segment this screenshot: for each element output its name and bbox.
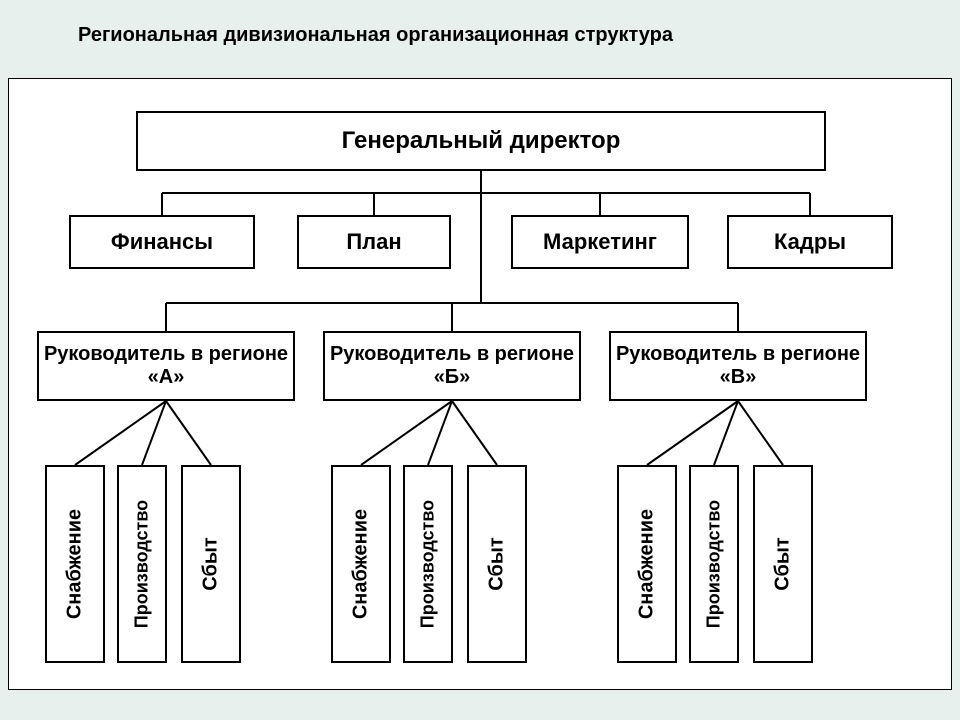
- node-b-sales: Сбыт: [467, 465, 527, 663]
- node-v-sales-label: Сбыт: [772, 537, 795, 590]
- node-a-prod-label: Производство: [132, 500, 153, 628]
- node-plan: План: [297, 215, 451, 269]
- node-v-supply-label: Снабжение: [636, 509, 659, 619]
- node-b-supply: Снабжение: [331, 465, 391, 663]
- node-root: Генеральный директор: [136, 111, 826, 171]
- node-a-supply: Снабжение: [45, 465, 105, 663]
- node-b-prod-label: Производство: [418, 500, 439, 628]
- node-b-supply-label: Снабжение: [350, 509, 373, 619]
- node-a-sales-label: Сбыт: [200, 537, 223, 590]
- node-plan-label: План: [346, 229, 401, 254]
- node-region-v: Руководитель в регионе «В»: [609, 331, 867, 401]
- chart-canvas: Генеральный директор Финансы План Маркет…: [8, 78, 952, 690]
- node-v-sales: Сбыт: [753, 465, 813, 663]
- node-hr-label: Кадры: [774, 229, 846, 254]
- node-b-prod: Производство: [403, 465, 453, 663]
- node-b-sales-label: Сбыт: [486, 537, 509, 590]
- node-region-a: Руководитель в регионе «А»: [37, 331, 295, 401]
- page-title: Региональная дивизиональная организацион…: [78, 24, 673, 47]
- node-hr: Кадры: [727, 215, 893, 269]
- node-root-label: Генеральный директор: [342, 127, 621, 155]
- node-region-b-label: Руководитель в регионе «Б»: [325, 343, 579, 389]
- node-region-v-label: Руководитель в регионе «В»: [611, 343, 865, 389]
- node-marketing: Маркетинг: [511, 215, 689, 269]
- node-finance: Финансы: [69, 215, 255, 269]
- node-region-a-label: Руководитель в регионе «А»: [39, 343, 293, 389]
- node-a-supply-label: Снабжение: [64, 509, 87, 619]
- node-a-sales: Сбыт: [181, 465, 241, 663]
- node-v-prod: Производство: [689, 465, 739, 663]
- node-v-prod-label: Производство: [704, 500, 725, 628]
- node-marketing-label: Маркетинг: [543, 229, 657, 254]
- node-region-b: Руководитель в регионе «Б»: [323, 331, 581, 401]
- node-finance-label: Финансы: [111, 229, 213, 254]
- node-a-prod: Производство: [117, 465, 167, 663]
- node-v-supply: Снабжение: [617, 465, 677, 663]
